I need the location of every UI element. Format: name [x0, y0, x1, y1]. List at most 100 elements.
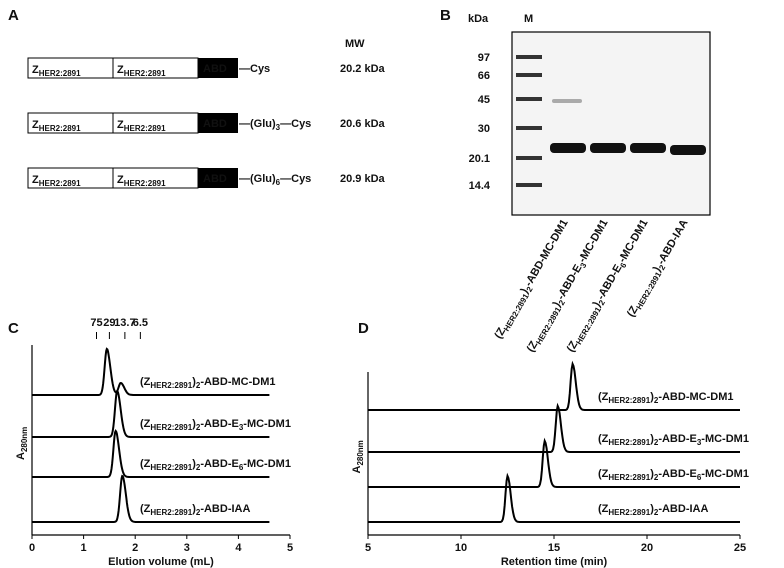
band — [550, 143, 586, 153]
text-part: ) — [519, 286, 531, 295]
mw-value: 20.6 kDa — [340, 118, 386, 130]
band — [590, 143, 626, 153]
ladder-band — [516, 126, 542, 130]
text-part: -MC-DM1 — [701, 468, 749, 480]
x-tick-label: 25 — [734, 542, 746, 554]
text-part: 2 — [196, 423, 201, 432]
text-part: HER2:2891 — [39, 179, 81, 188]
text-part: 2 — [196, 463, 201, 472]
domain-label: ZHER2:2891 — [32, 64, 81, 78]
ladder-band — [516, 183, 542, 187]
standard-label: 29 — [103, 317, 115, 329]
text-part: ) — [192, 418, 196, 430]
text-part: 2 — [525, 285, 535, 294]
text-part: Z — [32, 64, 39, 76]
text-part: -MC-DM1 — [576, 218, 610, 265]
gel — [511, 31, 711, 216]
text-part: -ABD-E — [658, 468, 697, 480]
ladder-band — [516, 73, 542, 77]
marker-label: 30 — [478, 123, 490, 135]
text-part: HER2:2891 — [150, 423, 192, 432]
text-part: -ABD-E — [200, 458, 239, 470]
domain-label: ZHER2:2891 — [32, 119, 81, 133]
standard-label: 6.5 — [133, 317, 148, 329]
text-part: HER2:2891 — [608, 508, 650, 517]
text-part: ) — [192, 458, 196, 470]
marker-label: 66 — [478, 70, 490, 82]
text-part: 280nm — [356, 440, 365, 465]
text-part: —Cys — [280, 173, 311, 185]
text-part: -ABD-E — [200, 418, 239, 430]
domain-label: ZHER2:2891 — [32, 174, 81, 188]
text-part: HER2:2891 — [635, 270, 664, 311]
text-part: ) — [192, 376, 196, 388]
text-part: 2 — [657, 263, 667, 272]
linker: —(Glu)6—Cys — [239, 173, 311, 187]
text-part: ) — [650, 391, 654, 403]
text-part: A — [15, 452, 27, 460]
text-part: HER2:2891 — [150, 463, 192, 472]
trace-label: (ZHER2:2891)2-ABD-E6-MC-DM1 — [598, 468, 749, 482]
text-part: A — [351, 466, 363, 474]
trace — [32, 389, 270, 438]
text-part: Z — [117, 64, 124, 76]
mw-value: 20.2 kDa — [340, 63, 386, 75]
text-part: -ABD-MC-DM1 — [523, 218, 571, 289]
text-part: 2 — [196, 381, 201, 390]
x-tick-label: 4 — [235, 542, 242, 554]
linker: —(Glu)3—Cys — [239, 118, 311, 132]
x-tick-label: 15 — [548, 542, 560, 554]
lane-label: (ZHER2:2891)2-ABD-E6-MC-DM1 — [565, 218, 653, 356]
text-part: -MC-DM1 — [616, 218, 650, 265]
text-part: (Z — [598, 468, 609, 480]
text-part: 280nm — [20, 427, 29, 452]
text-part: HER2:2891 — [39, 124, 81, 133]
text-part: (Z — [140, 376, 151, 388]
text-part: HER2:2891 — [502, 292, 531, 333]
band — [630, 143, 666, 153]
band — [670, 145, 706, 155]
panel-label: C — [8, 320, 19, 337]
linker: —Cys — [239, 63, 270, 75]
text-part: Z — [32, 174, 39, 186]
ladder-band — [516, 97, 542, 101]
text-part: HER2:2891 — [608, 396, 650, 405]
text-part: 2 — [196, 508, 201, 517]
trace-label: (ZHER2:2891)2-ABD-MC-DM1 — [140, 376, 275, 390]
marker-label: 45 — [478, 94, 490, 106]
text-part: 3 — [697, 438, 702, 447]
y-axis-label: A280nm — [351, 440, 365, 473]
x-tick-label: 5 — [365, 542, 371, 554]
text-part: -MC-DM1 — [243, 458, 291, 470]
text-part: HER2:2891 — [608, 438, 650, 447]
text-part: (Z — [140, 418, 151, 430]
domain-label: ZHER2:2891 — [117, 64, 166, 78]
text-part: Z — [32, 119, 39, 131]
text-part: HER2:2891 — [124, 124, 166, 133]
ladder-header: M — [524, 13, 533, 25]
trace-label: (ZHER2:2891)2-ABD-IAA — [598, 503, 708, 517]
panel-label: D — [358, 320, 369, 337]
text-part: 3 — [578, 261, 588, 270]
x-tick-label: 5 — [287, 542, 293, 554]
trace-label: (ZHER2:2891)2-ABD-E6-MC-DM1 — [140, 458, 291, 472]
text-part: ) — [650, 433, 654, 445]
text-part: ) — [551, 300, 563, 309]
text-part: 2 — [557, 298, 567, 307]
text-part: HER2:2891 — [150, 381, 192, 390]
lane-label: (ZHER2:2891)2-ABD-MC-DM1 — [492, 218, 572, 342]
trace — [368, 437, 740, 488]
trace — [32, 429, 270, 478]
text-part: -ABD-MC-DM1 — [658, 391, 733, 403]
text-part: (Z — [598, 433, 609, 445]
trace — [368, 472, 740, 523]
x-tick-label: 10 — [455, 542, 467, 554]
band — [552, 99, 582, 103]
text-part: -ABD-E — [555, 263, 585, 302]
text-part: HER2:2891 — [150, 508, 192, 517]
text-part: -ABD-E — [658, 433, 697, 445]
text-part: 6 — [239, 463, 244, 472]
x-tick-label: 3 — [184, 542, 190, 554]
text-part: -MC-DM1 — [243, 418, 291, 430]
abd-box — [198, 58, 238, 78]
